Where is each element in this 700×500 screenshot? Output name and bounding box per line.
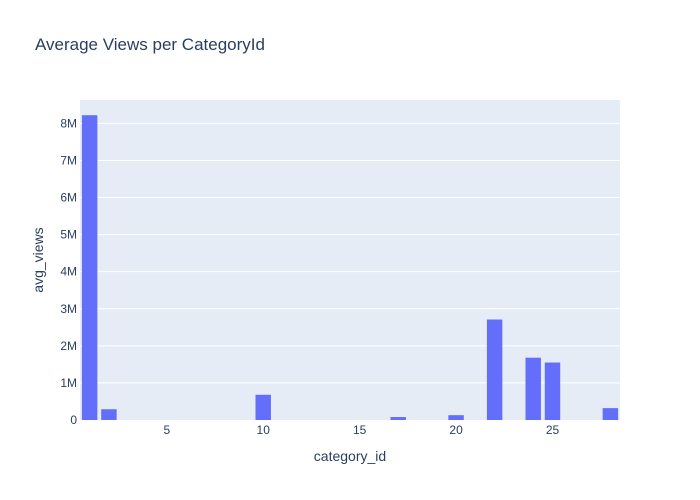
bar [255,394,271,420]
y-tick-label: 7M [60,153,77,167]
y-tick-label: 5M [60,228,77,242]
y-tick-label: 4M [60,265,77,279]
x-tick-label: 25 [546,423,560,437]
y-tick-label: 3M [60,302,77,316]
x-axis-title: category_id [314,448,386,464]
y-tick-label: 0 [70,413,77,427]
bar [101,409,117,420]
x-tick-label: 10 [257,423,271,437]
y-tick-label: 6M [60,191,77,205]
y-axis-title: avg_views [30,227,46,292]
bar [390,417,406,420]
bars [81,115,619,420]
bar [81,115,98,420]
bar [544,362,561,420]
y-tick-label: 1M [60,376,77,390]
gridlines [80,122,620,384]
y-tick-label: 2M [60,339,77,353]
y-axis-ticks: 0 1M 2M 3M 4M 5M 6M 7M 8M [60,116,77,427]
y-tick-label: 8M [60,116,77,130]
x-tick-label: 15 [353,423,367,437]
bar [448,415,464,420]
bar [602,408,619,420]
x-tick-label: 5 [163,423,170,437]
bar [525,357,541,420]
bar [486,319,503,420]
x-axis-ticks: 5 10 15 20 25 [163,423,559,437]
chart-title: Average Views per CategoryId [35,35,265,54]
x-tick-label: 20 [449,423,463,437]
